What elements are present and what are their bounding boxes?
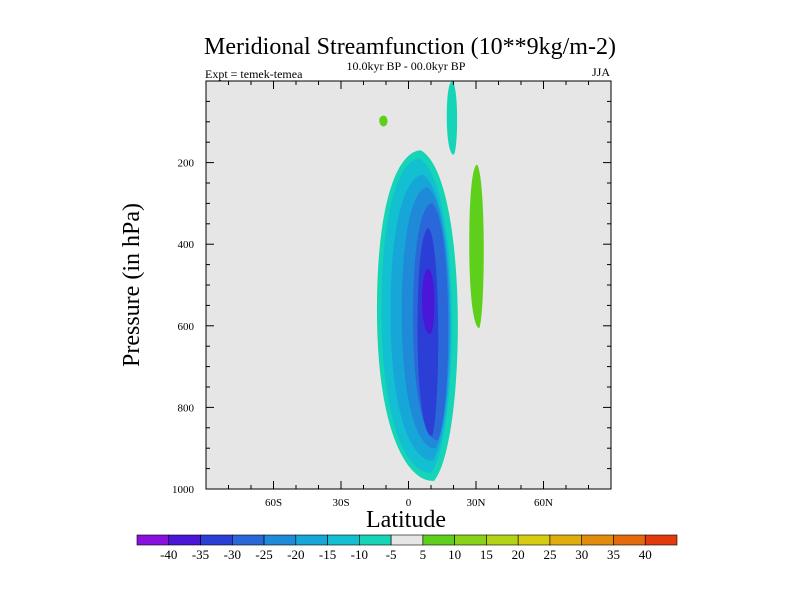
colorbar-swatch (486, 534, 519, 546)
colorbar-label: 15 (480, 547, 493, 562)
colorbar-swatch (359, 534, 392, 546)
x-tick-label: 0 (406, 497, 412, 509)
colorbar-swatch (454, 534, 487, 546)
contour-layer (376, 81, 484, 481)
colorbar-label: -35 (192, 547, 209, 562)
colorbar-swatch (136, 534, 170, 546)
colorbar-label: 10 (448, 547, 461, 562)
chart-title: Meridional Streamfunction (10**9kg/m-2) (204, 34, 616, 60)
x-tick-label: 30N (467, 497, 486, 509)
colorbar: -40 -35 -30 -25 -20 -15 -10 -5 5 10 15 20 25 30 35 40 (136, 534, 678, 562)
colorbar-label: 25 (543, 547, 556, 562)
positive-cell-contour (469, 164, 484, 328)
y-tick-label: 1000 (172, 484, 195, 496)
colorbar-label: -40 (160, 547, 177, 562)
y-tick-label: 800 (178, 402, 195, 414)
colorbar-label: -30 (224, 547, 241, 562)
colorbar-label: 35 (607, 547, 620, 562)
y-tick-label: 400 (178, 239, 195, 251)
colorbar-label: -20 (287, 547, 304, 562)
colorbar-label: 20 (512, 547, 525, 562)
colorbar-swatch (168, 534, 201, 546)
season-label: JJA (592, 65, 610, 79)
colorbar-label: -15 (319, 547, 336, 562)
colorbar-swatch (200, 534, 233, 546)
y-axis-ticks: 200 400 600 800 1000 (172, 80, 611, 496)
colorbar-swatch (231, 534, 265, 546)
colorbar-swatch (422, 534, 455, 546)
colorbar-swatch (644, 534, 678, 546)
colorbar-label: -5 (386, 547, 397, 562)
colorbar-label: 30 (575, 547, 588, 562)
x-axis-label: Latitude (366, 507, 446, 533)
period-label: 10.0kyr BP - 00.0kyr BP (347, 59, 466, 73)
colorbar-swatch (390, 534, 424, 546)
x-tick-label: 60N (534, 497, 553, 509)
colorbar-swatch (263, 534, 297, 546)
colorbar-swatch (581, 534, 614, 546)
colorbar-swatch (295, 534, 328, 546)
x-tick-label: 60S (265, 497, 282, 509)
y-tick-label: 200 (178, 158, 195, 170)
colorbar-label: 40 (639, 547, 652, 562)
colorbar-swatch (327, 534, 360, 546)
negative-cell-contour (421, 268, 435, 335)
y-tick-label: 600 (178, 321, 195, 333)
colorbar-swatch (549, 534, 583, 546)
experiment-label: Expt = temek-temea (205, 67, 303, 81)
colorbar-label: 5 (420, 547, 427, 562)
x-axis-ticks: 60S 30S 0 30N 60N (205, 81, 612, 509)
x-tick-label: 30S (332, 497, 349, 509)
colorbar-swatch (517, 534, 551, 546)
colorbar-label: -25 (255, 547, 272, 562)
colorbar-label: -10 (351, 547, 368, 562)
positive-cell-contour (379, 115, 388, 127)
y-axis-label: Pressure (in hPa) (119, 203, 145, 367)
upper-jet-strip-contour (446, 81, 458, 155)
colorbar-swatch (613, 534, 646, 546)
